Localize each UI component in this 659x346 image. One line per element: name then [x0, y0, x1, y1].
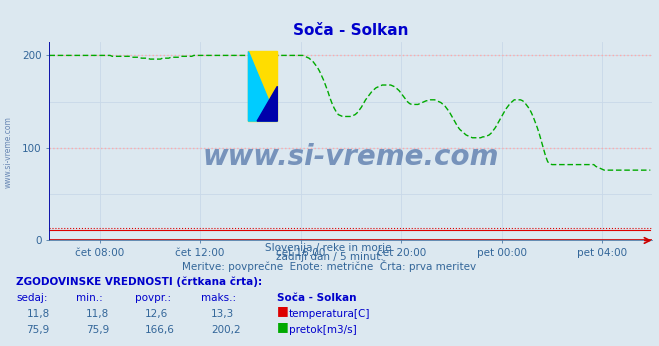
Text: 11,8: 11,8 [86, 309, 109, 319]
Text: 75,9: 75,9 [26, 325, 49, 335]
FancyBboxPatch shape [248, 52, 277, 121]
Text: povpr.:: povpr.: [135, 293, 171, 303]
Text: Soča - Solkan: Soča - Solkan [277, 293, 357, 303]
Text: Slovenija / reke in morje.: Slovenija / reke in morje. [264, 243, 395, 253]
Text: ■: ■ [277, 304, 289, 317]
Text: www.si-vreme.com: www.si-vreme.com [203, 143, 499, 171]
Text: ■: ■ [277, 320, 289, 333]
Text: www.si-vreme.com: www.si-vreme.com [3, 116, 13, 188]
Text: ZGODOVINSKE VREDNOSTI (črtkana črta):: ZGODOVINSKE VREDNOSTI (črtkana črta): [16, 277, 262, 288]
Text: temperatura[C]: temperatura[C] [289, 309, 370, 319]
Text: sedaj:: sedaj: [16, 293, 48, 303]
Title: Soča - Solkan: Soča - Solkan [293, 22, 409, 38]
Text: 13,3: 13,3 [211, 309, 234, 319]
Text: min.:: min.: [76, 293, 103, 303]
Text: maks.:: maks.: [201, 293, 236, 303]
Text: zadnji dan / 5 minut.: zadnji dan / 5 minut. [275, 252, 384, 262]
Text: 75,9: 75,9 [86, 325, 109, 335]
Text: 12,6: 12,6 [145, 309, 168, 319]
Text: 166,6: 166,6 [145, 325, 175, 335]
Text: 11,8: 11,8 [26, 309, 49, 319]
Text: 200,2: 200,2 [211, 325, 241, 335]
Text: pretok[m3/s]: pretok[m3/s] [289, 325, 357, 335]
Polygon shape [248, 52, 277, 121]
Polygon shape [257, 86, 277, 121]
Text: Meritve: povprečne  Enote: metrične  Črta: prva meritev: Meritve: povprečne Enote: metrične Črta:… [183, 260, 476, 272]
